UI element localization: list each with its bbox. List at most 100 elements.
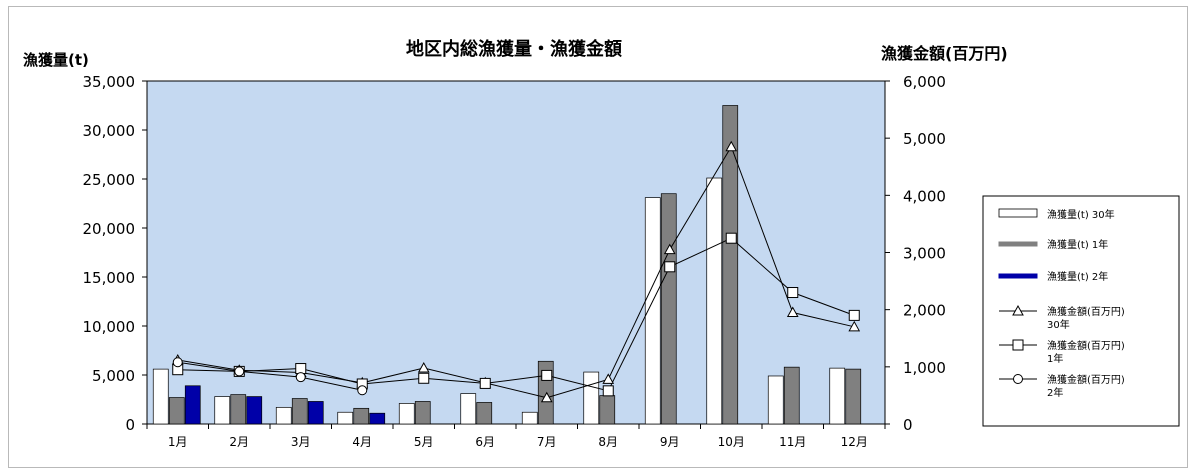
y2-tick-label: 6,000 xyxy=(903,73,946,91)
bar-series1-8 xyxy=(660,193,677,425)
legend-marker-5 xyxy=(1013,374,1023,384)
legend-label: 漁獲金額(百万円) xyxy=(1047,373,1125,386)
line-point-series1-11 xyxy=(848,309,860,321)
x-tick-label: 11月 xyxy=(779,435,806,449)
legend-label-year: 30年 xyxy=(1047,318,1070,331)
x-tick-label: 9月 xyxy=(660,435,680,449)
y-tick-label: 0 xyxy=(125,416,135,434)
legend-label: 漁獲金額(百万円) xyxy=(1047,339,1125,352)
chart-frame: 地区内総漁獲量・漁獲金額 漁獲量(t) 漁獲金額(百万円) 0 5,000 10,0… xyxy=(8,6,1188,468)
y2-axis-label: 漁獲金額(百万円) xyxy=(881,44,1008,63)
bar-series1-1 xyxy=(230,394,247,425)
bar-series0-3 xyxy=(337,411,354,425)
bar-series2-1 xyxy=(246,396,263,425)
x-tick-label: 2月 xyxy=(229,435,249,449)
y-tick-label: 30,000 xyxy=(83,122,136,140)
line-series2 xyxy=(177,361,363,391)
bar-series1-7 xyxy=(599,395,616,425)
legend-label-year: 1年 xyxy=(1047,352,1063,365)
bar-series1-11 xyxy=(845,368,862,425)
legend-label: 漁獲金額(百万円) xyxy=(1047,305,1125,318)
legend-label: 漁獲量(t) 30年 xyxy=(1047,208,1115,221)
bar-series0-8 xyxy=(644,197,661,425)
y-tick-label: 15,000 xyxy=(83,269,136,287)
x-tick-label: 5月 xyxy=(414,435,434,449)
x-tick-label: 4月 xyxy=(352,435,372,449)
x-tick-label: 12月 xyxy=(841,435,868,449)
line-point-series0-7 xyxy=(602,373,615,384)
bar-series0-11 xyxy=(829,367,846,425)
x-tick-label: 7月 xyxy=(537,435,557,449)
chart-svg: 地区内総漁獲量・漁獲金額 漁獲量(t) 漁獲金額(百万円) 0 5,000 10,0… xyxy=(23,38,1180,449)
bar-series0-1 xyxy=(214,396,231,425)
x-tick-label: 8月 xyxy=(598,435,618,449)
line-point-series1-10 xyxy=(787,287,799,299)
line-point-series1-9 xyxy=(725,232,737,244)
line-series0 xyxy=(177,145,855,399)
line-point-series1-7 xyxy=(602,385,614,397)
line-point-series1-5 xyxy=(479,377,491,389)
legend-label: 漁獲量(t) 2年 xyxy=(1047,270,1108,283)
bar-series1-2 xyxy=(291,398,308,425)
line-point-series0-4 xyxy=(417,361,430,373)
bar-series2-0 xyxy=(184,385,201,425)
legend-label: 漁獲量(t) 1年 xyxy=(1047,238,1108,251)
lines-group xyxy=(171,140,861,403)
bar-series1-9 xyxy=(722,105,739,425)
line-point-series2-0 xyxy=(172,357,183,368)
y-tick-label: 10,000 xyxy=(83,318,136,336)
bar-series2-3 xyxy=(369,412,386,425)
line-point-series0-11 xyxy=(848,320,861,332)
bar-series1-4 xyxy=(414,401,431,425)
y2-tick-label: 4,000 xyxy=(903,187,946,205)
x-tick-label: 6月 xyxy=(475,435,495,449)
bar-series1-10 xyxy=(783,366,800,425)
line-point-series1-8 xyxy=(664,261,676,273)
line-point-series1-6 xyxy=(541,369,553,381)
legend-marker-3 xyxy=(1012,304,1024,316)
bar-series0-2 xyxy=(275,406,292,425)
x-tick-label: 10月 xyxy=(718,435,745,449)
line-point-series0-6 xyxy=(540,391,553,403)
bars-group xyxy=(152,105,862,425)
y2-tick-label: 1,000 xyxy=(903,359,946,377)
bar-series0-0 xyxy=(152,368,169,425)
line-point-series2-1 xyxy=(234,366,245,377)
legend-swatch-2 xyxy=(998,273,1038,279)
legend-label-year: 2年 xyxy=(1047,386,1063,399)
bar-series0-10 xyxy=(767,375,784,425)
line-point-series1-2 xyxy=(295,363,307,375)
bar-series0-9 xyxy=(706,177,723,425)
x-tick-label: 3月 xyxy=(291,435,311,449)
y2-tick-label: 5,000 xyxy=(903,130,946,148)
bar-series1-0 xyxy=(168,397,185,425)
bar-series0-4 xyxy=(398,403,415,425)
bar-series0-5 xyxy=(460,393,477,425)
bar-series1-5 xyxy=(476,402,493,425)
y2-tick-label: 0 xyxy=(903,416,913,434)
bar-series0-7 xyxy=(583,371,600,425)
plot-area xyxy=(146,80,886,425)
bar-series2-2 xyxy=(307,401,324,425)
y2-tick-label: 2,000 xyxy=(903,302,946,320)
axes-group: 0 5,000 10,000 15,000 20,000 25,000 30,000 35,0… xyxy=(83,73,946,449)
line-point-series1-4 xyxy=(418,372,430,384)
line-point-series2-3 xyxy=(357,385,368,396)
line-point-series2-2 xyxy=(295,372,306,383)
y-axis-label: 漁獲量(t) xyxy=(23,51,89,69)
legend-marker-4 xyxy=(1012,339,1024,351)
chart-title: 地区内総漁獲量・漁獲金額 xyxy=(406,38,622,60)
bar-series1-3 xyxy=(353,407,370,425)
y-tick-label: 25,000 xyxy=(83,171,136,189)
y2-tick-label: 3,000 xyxy=(903,245,946,263)
bar-series0-6 xyxy=(521,411,538,425)
line-point-series0-8 xyxy=(663,243,676,255)
legend-swatch-1 xyxy=(998,241,1038,247)
y-tick-label: 35,000 xyxy=(83,73,136,91)
y-tick-label: 20,000 xyxy=(83,220,136,238)
x-tick-label: 1月 xyxy=(168,435,188,449)
line-point-series0-10 xyxy=(786,306,799,318)
line-series1 xyxy=(177,237,855,392)
line-point-series0-9 xyxy=(725,140,738,152)
